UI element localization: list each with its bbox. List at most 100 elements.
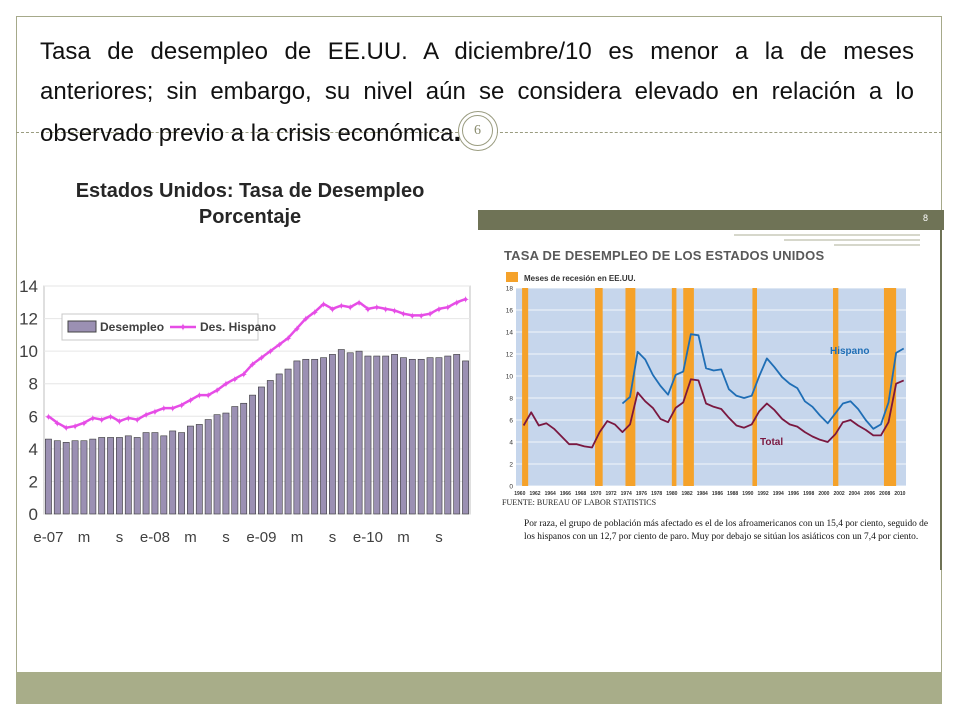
left-bar-desempleo bbox=[453, 354, 461, 515]
left-point-hispano: ✦ bbox=[435, 305, 443, 316]
right-y-tick-label: 8 bbox=[509, 396, 513, 403]
embedded-slide-header-bar: 8 bbox=[478, 210, 944, 230]
right-y-tick-label: 14 bbox=[506, 330, 514, 337]
left-bar-desempleo bbox=[213, 414, 221, 515]
left-point-hispano: ✦ bbox=[337, 302, 345, 313]
left-bar-desempleo bbox=[284, 368, 292, 515]
left-point-hispano: ✦ bbox=[355, 298, 363, 309]
left-y-tick-label: 2 bbox=[29, 472, 38, 491]
left-point-hispano: ✦ bbox=[151, 407, 159, 418]
race-paragraph: Por raza, el grupo de población más afec… bbox=[524, 519, 929, 542]
left-point-hispano: ✦ bbox=[373, 303, 381, 314]
left-point-hispano: ✦ bbox=[222, 380, 230, 391]
left-point-hispano: ✦ bbox=[53, 419, 61, 430]
right-x-tick-label: 1994 bbox=[773, 491, 784, 497]
right-y-tick-label: 0 bbox=[509, 484, 513, 491]
left-y-tick-label: 10 bbox=[19, 342, 38, 361]
left-bar-desempleo bbox=[364, 355, 372, 515]
right-x-tick-label: 1974 bbox=[621, 491, 632, 497]
left-bar-desempleo bbox=[462, 360, 469, 515]
page-number: 6 bbox=[462, 115, 493, 146]
right-x-tick-label: 1972 bbox=[605, 491, 616, 497]
left-bar-desempleo bbox=[435, 357, 443, 515]
left-point-hispano: ✦ bbox=[390, 306, 398, 317]
right-x-tick-label: 1964 bbox=[545, 491, 556, 497]
left-y-tick-label: 14 bbox=[19, 280, 38, 296]
right-x-tick-label: 1996 bbox=[788, 491, 799, 497]
right-x-tick-label: 1978 bbox=[651, 491, 662, 497]
left-bar-desempleo bbox=[355, 350, 363, 515]
right-plot-area bbox=[516, 288, 906, 486]
recession-band bbox=[671, 288, 677, 486]
left-bar-desempleo bbox=[417, 358, 425, 515]
left-bar-desempleo bbox=[133, 437, 141, 515]
recession-band bbox=[595, 288, 603, 486]
right-x-tick-label: 2010 bbox=[894, 491, 905, 497]
left-bar-desempleo bbox=[249, 394, 256, 515]
left-point-hispano: ✦ bbox=[160, 404, 168, 415]
left-point-hispano: ✦ bbox=[364, 305, 372, 316]
left-legend-swatch-bar bbox=[67, 320, 97, 333]
left-x-tick-label: e-09 bbox=[246, 529, 276, 546]
historical-unemployment-chart: Meses de recesión en EE.UU. 0 2 4 6 8 10 12 14 1… bbox=[506, 272, 906, 497]
left-bar-desempleo bbox=[293, 360, 301, 515]
left-point-hispano: ✦ bbox=[195, 391, 203, 402]
left-point-hispano: ✦ bbox=[417, 311, 425, 322]
left-point-hispano: ✦ bbox=[328, 305, 336, 316]
right-y-tick-label: 12 bbox=[506, 352, 514, 359]
left-point-hispano: ✦ bbox=[408, 311, 416, 322]
left-bar-desempleo bbox=[320, 357, 327, 515]
left-point-hispano: ✦ bbox=[177, 401, 185, 412]
left-x-tick-label: m bbox=[397, 529, 410, 546]
left-point-hispano: ✦ bbox=[248, 360, 256, 371]
left-bar-desempleo bbox=[408, 358, 416, 515]
left-bar-desempleo bbox=[160, 435, 168, 515]
right-y-tick-label: 16 bbox=[506, 308, 514, 315]
right-x-tick-label: 1962 bbox=[529, 491, 540, 497]
recession-legend-swatch bbox=[506, 272, 518, 282]
left-bar-desempleo bbox=[195, 424, 203, 515]
right-x-tick-label: 1992 bbox=[758, 491, 769, 497]
left-legend-marker: ✦ bbox=[178, 322, 187, 334]
left-bar-desempleo bbox=[204, 419, 212, 515]
embedded-slide-panel: 8 TASA DE DESEMPLEO DE LOS ESTADOS UNIDO… bbox=[478, 210, 944, 570]
slide-text: Tasa de desempleo de EE.UU. A diciembre/… bbox=[40, 32, 914, 154]
left-point-hispano: ✦ bbox=[302, 315, 310, 326]
left-y-tick-label: 8 bbox=[29, 375, 38, 394]
left-point-hispano: ✦ bbox=[239, 370, 247, 381]
right-x-tick-label: 1976 bbox=[636, 491, 647, 497]
left-point-hispano: ✦ bbox=[142, 411, 150, 422]
left-legend-label-desempleo: Desempleo bbox=[100, 320, 164, 334]
left-point-hispano: ✦ bbox=[204, 391, 212, 402]
left-x-tick-label: e-08 bbox=[140, 529, 170, 546]
right-x-tick-label: 1960 bbox=[514, 491, 525, 497]
recession-band bbox=[833, 288, 839, 486]
recession-legend-label: Meses de recesión en EE.UU. bbox=[524, 274, 636, 283]
left-point-hispano: ✦ bbox=[275, 341, 283, 352]
left-x-tick-label: s bbox=[435, 529, 443, 546]
left-bar-desempleo bbox=[302, 358, 310, 515]
left-unemployment-chart: ✦✦ ✦ ✦ ✦ ✦ ✦ ✦ ✦ ✦ ✦ ✦ ✦ ✦ ✦ ✦ ✦ ✦ ✦ ✦✦ ✦ ✦✦✦✦✦✦✦✦✦✦ ✦ ✦ ✦ ✦✦ ✦ ✦ ✦… bbox=[19, 280, 471, 546]
hispano-series-label: Hispano bbox=[830, 346, 869, 357]
left-x-tick-label: s bbox=[329, 529, 337, 546]
right-x-tick-label: 1990 bbox=[742, 491, 753, 497]
left-y-tick-label: 0 bbox=[29, 505, 38, 524]
left-bar-desempleo bbox=[240, 402, 248, 515]
left-point-hispano: ✦ bbox=[71, 422, 79, 433]
left-point-hispano: ✦ bbox=[186, 396, 194, 407]
left-point-hispano: ✦ bbox=[213, 386, 221, 397]
right-x-tick-label: 1980 bbox=[666, 491, 677, 497]
left-bar-desempleo bbox=[187, 425, 194, 515]
left-bar-desempleo bbox=[62, 442, 70, 515]
left-point-hispano: ✦ bbox=[381, 305, 389, 316]
left-point-hispano: ✦ bbox=[257, 354, 265, 365]
right-x-tick-label: 1970 bbox=[590, 491, 601, 497]
left-bar-desempleo bbox=[107, 437, 114, 515]
left-point-hispano: ✦ bbox=[461, 295, 469, 306]
left-bar-desempleo bbox=[222, 412, 230, 515]
left-bar-desempleo bbox=[346, 352, 354, 515]
right-x-tick-label: 2008 bbox=[879, 491, 890, 497]
left-bar-desempleo bbox=[400, 357, 407, 515]
right-y-tick-label: 4 bbox=[509, 440, 513, 447]
footer-bar bbox=[16, 672, 942, 704]
